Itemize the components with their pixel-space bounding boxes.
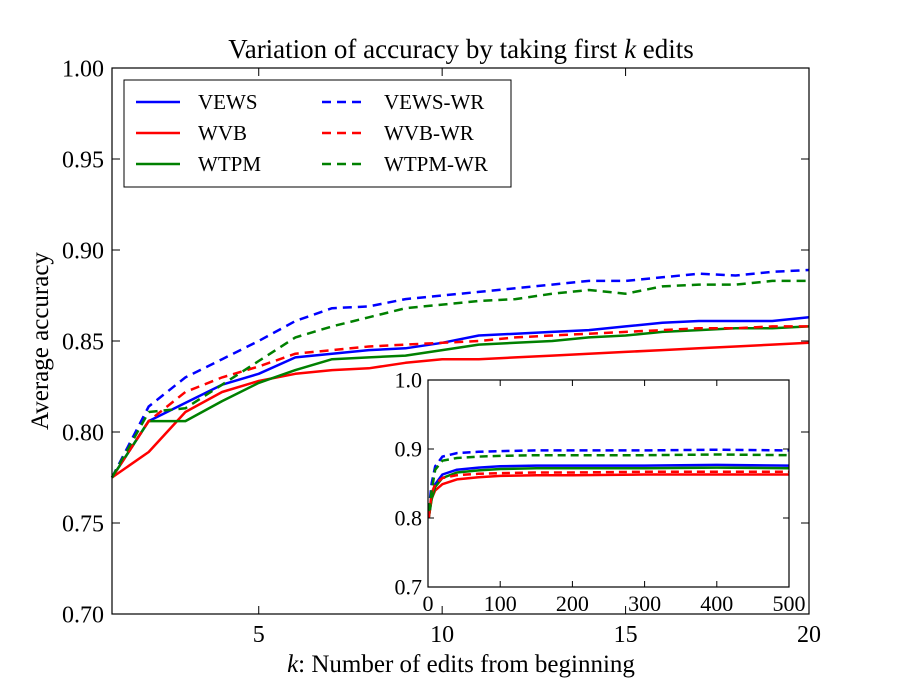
inset-line-wvb-wr xyxy=(427,470,789,519)
chart-title-suffix: edits xyxy=(636,34,694,64)
main-line-wvb-wr xyxy=(110,325,809,479)
legend: VEWS WVB WTPM VEWS-WR WVB-WR WTPM-WR xyxy=(123,79,512,188)
main-plot: 5 10 15 200.700.750.800.850.900.951.00 xyxy=(62,56,821,648)
legend-label-wtpm: WTPM xyxy=(198,152,261,176)
inset-line-wtpm-wr xyxy=(427,453,790,512)
x-axis-label: k: Number of edits from beginning xyxy=(287,651,635,678)
main-y-tick-label: 0.80 xyxy=(62,420,104,446)
main-y-tick-label: 0.95 xyxy=(62,147,104,173)
y-axis-label: Average accuracy xyxy=(27,252,54,430)
chart-title-var: k xyxy=(624,34,637,64)
x-axis-label-text: : Number of edits from beginning xyxy=(298,651,635,678)
inset-y-tick-label: 0.9 xyxy=(395,437,423,462)
inset-y-tick-label: 1.0 xyxy=(395,368,423,393)
main-y-tick-label: 0.70 xyxy=(62,602,104,628)
main-line-wtpm xyxy=(110,325,810,479)
main-y-tick-label: 0.90 xyxy=(62,238,104,264)
main-line-vews xyxy=(110,316,810,479)
main-x-tick-label: 10 xyxy=(430,622,454,648)
chart-title-prefix: Variation of accuracy by taking first xyxy=(228,34,624,64)
main-x-tick-label: 15 xyxy=(614,622,638,648)
main-x-tick-label: 20 xyxy=(797,622,821,648)
main-y-tick-label: 1.00 xyxy=(62,56,104,82)
chart-title: Variation of accuracy by taking first k … xyxy=(228,34,694,64)
legend-label-wvb-wr: WVB-WR xyxy=(384,121,474,145)
inset-x-tick-label: 200 xyxy=(556,591,589,616)
legend-label-vews-wr: VEWS-WR xyxy=(384,90,484,114)
inset-y-tick-label: 0.8 xyxy=(395,506,423,531)
inset-x-tick-label: 300 xyxy=(628,591,661,616)
inset-frame xyxy=(427,379,790,588)
main-y-tick-label: 0.85 xyxy=(62,329,104,355)
inset-x-tick-label: 500 xyxy=(773,591,806,616)
main-line-wtpm-wr xyxy=(110,279,809,479)
main-line-wvb xyxy=(111,341,810,479)
main-line-vews-wr xyxy=(110,268,810,479)
legend-label-wtpm-wr: WTPM-WR xyxy=(384,152,488,176)
x-axis-label-var: k xyxy=(287,651,299,678)
inset-x-tick-label: 0 xyxy=(423,591,434,616)
legend-label-vews: VEWS xyxy=(198,90,258,114)
main-y-tick-label: 0.75 xyxy=(62,511,104,537)
legend-box xyxy=(123,79,512,188)
legend-label-wvb: WVB xyxy=(198,121,247,145)
inset-x-tick-label: 100 xyxy=(484,591,517,616)
main-x-tick-label: 5 xyxy=(253,622,265,648)
inset-x-tick-label: 400 xyxy=(700,591,733,616)
inset-background xyxy=(428,380,789,587)
inset-y-tick-label: 0.7 xyxy=(395,575,423,600)
inset-plot: 0 100 200 300 400 500 0.7 0.8 0.9 1.0 xyxy=(395,368,806,616)
main-plot-frame xyxy=(111,67,810,615)
